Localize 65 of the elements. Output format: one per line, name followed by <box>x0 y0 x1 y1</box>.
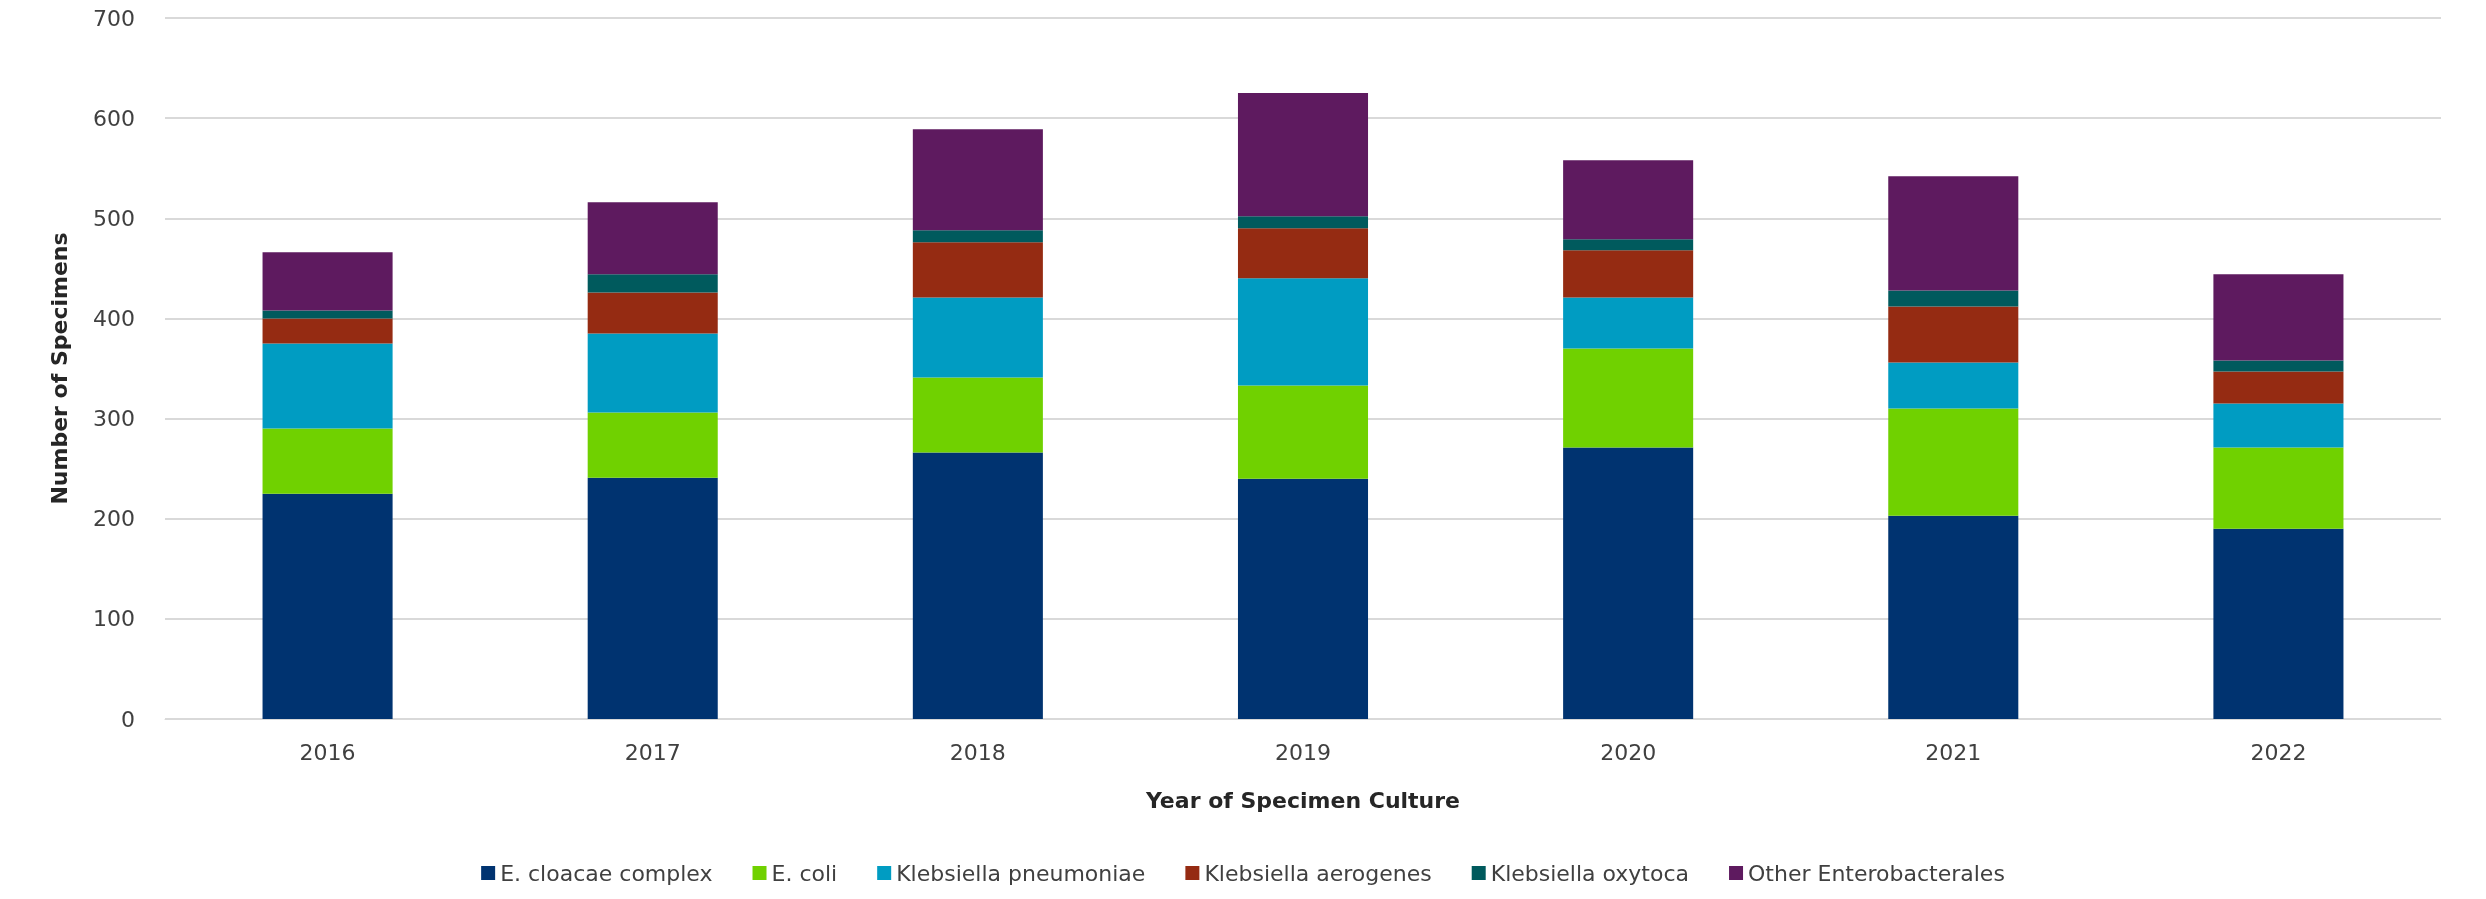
bar <box>912 230 1043 243</box>
bar <box>262 318 393 344</box>
bar <box>587 412 718 478</box>
y-tick-label: 0 <box>121 706 135 732</box>
bar <box>1563 447 1694 719</box>
x-tick-label: 2019 <box>1275 739 1331 765</box>
bar <box>1888 362 2019 409</box>
y-axis-title: Number of Specimens <box>46 232 72 505</box>
bar <box>587 274 718 293</box>
bar <box>912 129 1043 231</box>
bar <box>262 428 393 494</box>
bar <box>2213 447 2344 529</box>
legend-label: Other Enterobacterales <box>1748 860 2005 886</box>
bar <box>912 297 1043 378</box>
x-tick-label: 2022 <box>2250 739 2307 765</box>
bar <box>1237 385 1369 479</box>
bar <box>912 242 1043 298</box>
bar <box>1563 297 1694 349</box>
bar <box>1563 348 1694 448</box>
bar <box>2213 403 2344 448</box>
x-tick-label: 2021 <box>1925 739 1982 765</box>
y-tick-label: 300 <box>93 406 135 432</box>
bar <box>1888 515 2019 719</box>
x-axis-title: Year of Specimen Culture <box>1144 787 1461 813</box>
bar <box>1563 160 1694 240</box>
y-tick-label: 500 <box>93 205 135 231</box>
bar <box>1237 278 1369 386</box>
y-tick-label: 700 <box>93 5 135 31</box>
bar <box>587 292 718 334</box>
bar <box>2213 360 2344 372</box>
legend-label: E. cloacae complex <box>500 860 713 886</box>
bar <box>587 477 718 719</box>
bar <box>1237 216 1369 229</box>
bar <box>1563 250 1694 298</box>
bar <box>1888 306 2019 363</box>
y-tick-label: 200 <box>93 506 135 532</box>
bar <box>2213 528 2344 719</box>
bar <box>587 202 718 275</box>
bar <box>1888 408 2019 516</box>
bar <box>1563 239 1694 251</box>
x-tick-label: 2020 <box>1600 739 1657 765</box>
bar <box>262 252 393 311</box>
x-tick-label: 2018 <box>949 739 1006 765</box>
legend-label: Klebsiella aerogenes <box>1204 860 1432 886</box>
bar <box>912 377 1043 453</box>
x-tick-label: 2017 <box>624 739 681 765</box>
legend-label: Klebsiella oxytoca <box>1490 860 1690 886</box>
bar <box>1888 176 2019 291</box>
bar <box>262 493 393 719</box>
bar <box>1888 290 2019 307</box>
x-tick-label: 2016 <box>299 739 356 765</box>
bar <box>262 310 393 319</box>
bar <box>1237 93 1369 217</box>
bar <box>912 452 1043 719</box>
y-tick-label: 600 <box>93 105 135 131</box>
legend-label: E. coli <box>771 860 838 886</box>
legend-label: Klebsiella pneumoniae <box>896 860 1146 886</box>
bar <box>2213 371 2344 404</box>
bar <box>1237 478 1369 719</box>
y-tick-label: 100 <box>93 606 135 632</box>
bar <box>1237 228 1369 279</box>
bar <box>262 343 393 429</box>
bar <box>2213 274 2344 361</box>
y-tick-label: 400 <box>93 305 135 331</box>
bar <box>587 333 718 413</box>
